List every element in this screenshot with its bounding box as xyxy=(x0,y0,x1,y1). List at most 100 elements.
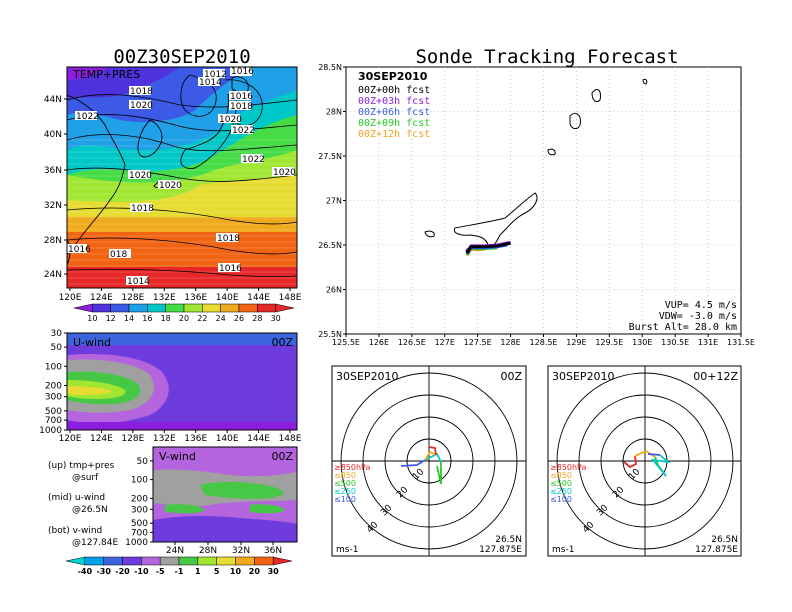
u-wind-axes: 120E 124E 128E 132E 136E 140E 144E 148E 30 50 100 2… xyxy=(39,329,302,444)
level-label: ≥850hPa xyxy=(550,463,587,472)
colorbar-swatch xyxy=(254,556,274,566)
x-tick-label: 126.5E xyxy=(398,338,426,347)
colorbar-tick-label: 10 xyxy=(87,314,97,323)
colorbar-tick-label: 28 xyxy=(252,314,262,323)
x-tick-label: 126E xyxy=(369,338,389,347)
y-tick-label: 1000 xyxy=(125,538,148,548)
v-wind-field xyxy=(153,447,297,542)
u-wind-time: 00Z xyxy=(271,336,293,349)
y-tick-label: 200 xyxy=(45,381,62,391)
level-label: ≤100 xyxy=(334,495,356,504)
colorbar-swatch xyxy=(92,303,111,313)
x-tick-label: 124E xyxy=(90,434,113,444)
colorbar-tick-label: 16 xyxy=(142,314,152,323)
x-tick-label: 128E xyxy=(121,293,144,303)
hodo2-unit: ms-1 xyxy=(552,545,574,555)
v-wind-label: V-wind xyxy=(159,450,196,463)
colorbar-tick-label: -20 xyxy=(115,567,130,576)
isobar-label: 1020 xyxy=(219,115,242,125)
y-tick-label: 24N xyxy=(44,270,62,280)
colorbar-swatch xyxy=(178,556,199,566)
colorbar-swatch xyxy=(165,303,185,313)
y-tick-label: 28.5N xyxy=(318,63,342,72)
colorbar-swatch xyxy=(197,556,217,566)
x-tick-label: 148E xyxy=(279,293,302,303)
colorbar-tick-label: -5 xyxy=(156,567,165,576)
colorbar-swatch xyxy=(110,303,130,313)
note-line: (bot) v-wind xyxy=(48,526,102,536)
hodograph-trace xyxy=(400,446,442,485)
y-tick-label: 25.5N xyxy=(318,330,342,339)
y-tick-label: 40N xyxy=(44,130,62,140)
colorbar-swatch xyxy=(159,556,180,566)
hodo1-time: 00Z xyxy=(500,370,522,383)
isobar-label: 1016 xyxy=(231,67,254,77)
hodo1-date: 30SEP2010 xyxy=(336,370,399,383)
isobar-label: 1020 xyxy=(129,171,152,181)
temperature-field: 1016 1012 1014 1018 1020 1016 1018 1022 … xyxy=(67,67,297,288)
isobar-label: 1022 xyxy=(76,112,99,122)
isobar-label: 018 xyxy=(110,250,127,260)
v-wind-frame xyxy=(152,446,298,543)
colorbar-tick-label: 18 xyxy=(161,314,171,323)
note-line: (up) tmp+pres xyxy=(48,461,115,471)
hodograph-1: 10 20 30 40 xyxy=(331,365,527,557)
legend-entry: 00Z+12h fcst xyxy=(358,129,430,140)
level-label: ≤850 xyxy=(550,471,572,480)
isobar-label: 1016 xyxy=(230,92,253,102)
isobar-label: 1018 xyxy=(130,87,153,97)
colorbar-swatch xyxy=(141,556,161,566)
level-label: ≤500 xyxy=(334,479,356,488)
isobar-label: 1012 xyxy=(204,70,227,80)
colorbar-swatch xyxy=(220,303,240,313)
x-tick-label: 125.5E xyxy=(332,338,360,347)
x-tick-label: 127E xyxy=(435,338,455,347)
colorbar-cap xyxy=(275,303,295,313)
x-tick-label: 132E xyxy=(153,293,176,303)
colorbar-tick-label: -10 xyxy=(134,567,149,576)
level-label: ≤100 xyxy=(550,495,572,504)
y-tick-label: 27N xyxy=(326,197,342,206)
colorbar-swatch xyxy=(84,556,104,566)
isobar-label: 1020 xyxy=(273,168,296,178)
colorbar-tick-label: 10 xyxy=(230,567,242,576)
colorbar-tick-label: -40 xyxy=(78,567,93,576)
y-tick-label: 1000 xyxy=(39,426,62,436)
colorbar-cap xyxy=(272,556,293,566)
colorbar-swatch xyxy=(103,556,123,566)
islands xyxy=(424,78,648,249)
y-tick-label: 500 xyxy=(131,519,148,529)
isobar-label: 1018 xyxy=(217,234,240,244)
hodo1-unit: ms-1 xyxy=(336,545,358,555)
x-tick-label: 129.5E xyxy=(595,338,623,347)
isobar-label: 1014 xyxy=(127,277,150,287)
x-tick-label: 130E xyxy=(632,338,652,347)
v-wind-time: 00Z xyxy=(271,450,293,463)
y-tick-label: 50 xyxy=(51,343,63,353)
y-tick-label: 700 xyxy=(131,528,148,538)
colorbar-swatch xyxy=(238,303,258,313)
x-tick-label: 124E xyxy=(90,293,113,303)
colorbar-tick-label: -1 xyxy=(175,567,184,576)
hodo1-lon: 127.875E xyxy=(479,545,522,555)
isobar-label: 1018 xyxy=(230,102,253,112)
colorbar-tick-label: 22 xyxy=(197,314,207,323)
isobar-label: 1018 xyxy=(131,204,154,214)
track-series xyxy=(465,240,511,256)
colorbar-tick-label: 24 xyxy=(216,314,226,323)
note-line: @127.84E xyxy=(72,538,118,548)
isobar-label: 1016 xyxy=(219,264,242,274)
u-wind-field xyxy=(67,333,297,430)
map-axes: 120E 124E 128E 132E 136E 140E 144E 148E 24N 28N 32… xyxy=(44,95,302,303)
colorbar-swatch xyxy=(122,556,142,566)
y-tick-label: 26.5N xyxy=(318,241,342,250)
y-tick-label: 26N xyxy=(326,286,342,295)
u-wind-frame xyxy=(66,332,298,431)
legend-entry: 00Z+06h fcst xyxy=(358,107,430,118)
colorbar-tick-label: 1 xyxy=(195,567,201,576)
isobar-label: 1022 xyxy=(242,155,265,165)
x-tick-label: 129E xyxy=(566,338,586,347)
temp-colorbar: 10 12 14 16 18 20 22 24 26 28 30 xyxy=(73,303,295,323)
